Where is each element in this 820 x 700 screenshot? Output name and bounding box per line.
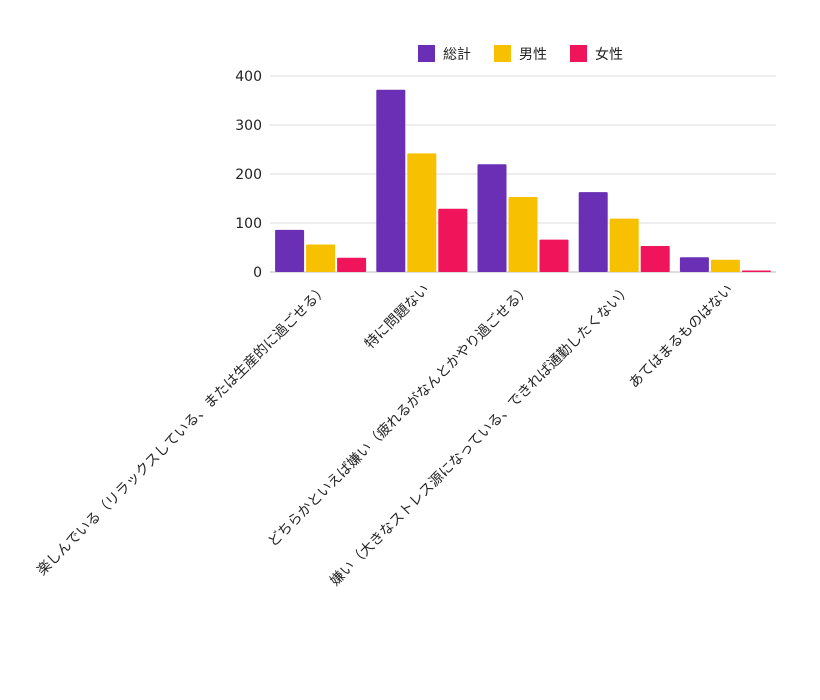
bar-女性-2: [438, 208, 468, 272]
y-tick-label: 400: [235, 69, 262, 85]
bar-総計-3: [477, 164, 507, 272]
y-tick-label: 200: [235, 167, 262, 183]
legend-label: 男性: [519, 47, 547, 63]
bar-男性-1: [306, 244, 336, 272]
category-label: あてはまるものはない: [626, 282, 736, 392]
bar-男性-2: [407, 153, 437, 272]
legend-label: 総計: [443, 47, 471, 63]
x-axis: 楽しんでいる（リラックスしている、または生産的に過ごせる） 特に問題ないどちらかと…: [34, 281, 736, 590]
legend: 総計 男性 女性: [418, 45, 623, 63]
bar-総計-1: [275, 229, 305, 272]
bar-男性-4: [609, 218, 639, 272]
y-tick-label: 300: [235, 118, 262, 134]
y-tick-label: 0: [253, 265, 262, 281]
legend-swatch: [494, 45, 511, 62]
bar-総計-4: [578, 192, 608, 272]
category-label: 特に問題ない: [362, 282, 433, 353]
bar-総計-5: [679, 257, 709, 272]
legend-label: 女性: [595, 46, 623, 63]
bar-男性-5: [710, 259, 740, 272]
bar-女性-1: [337, 257, 367, 272]
y-tick-label: 100: [235, 216, 262, 232]
bar-男性-3: [508, 197, 538, 272]
bar-女性-3: [539, 239, 569, 272]
legend-swatch: [570, 45, 587, 62]
bar-総計-2: [376, 89, 406, 272]
legend-swatch: [418, 45, 435, 62]
bar-女性-4: [640, 246, 670, 272]
y-axis: 0 100 200 300 400: [235, 69, 262, 281]
bar-女性-5: [741, 270, 771, 272]
bars: [275, 89, 771, 272]
